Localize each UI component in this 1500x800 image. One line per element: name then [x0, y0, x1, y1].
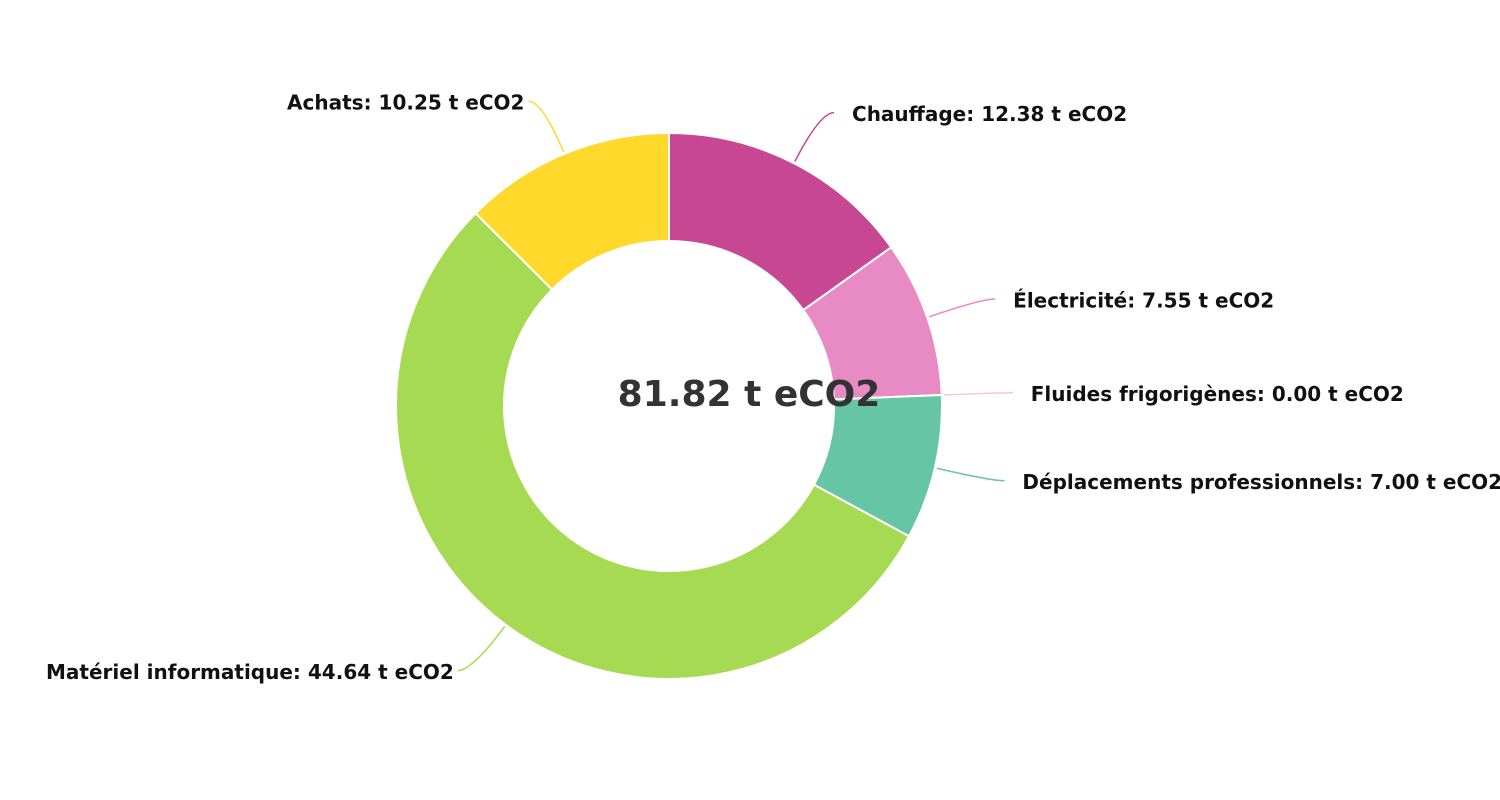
slice-label: Matériel informatique: 44.64 t eCO2 [46, 660, 454, 684]
slice-label: Déplacements professionnels: 7.00 t eCO2 [1022, 470, 1500, 494]
donut-slice [474, 131, 670, 291]
leader-line [936, 467, 1005, 482]
donut-slice [395, 211, 911, 680]
leader-line [928, 298, 996, 318]
leader-line [794, 111, 835, 162]
slice-label: Électricité: 7.55 t eCO2 [1013, 289, 1274, 313]
slice-label: Fluides frigorigènes: 0.00 t eCO2 [1031, 382, 1404, 406]
center-total: 81.82 t eCO2 [618, 374, 881, 415]
slice-label: Chauffage: 12.38 t eCO2 [852, 102, 1127, 126]
leader-line [457, 626, 506, 672]
leader-line [943, 391, 1013, 396]
leader-line [528, 100, 565, 153]
slice-label: Achats: 10.25 t eCO2 [287, 91, 524, 115]
